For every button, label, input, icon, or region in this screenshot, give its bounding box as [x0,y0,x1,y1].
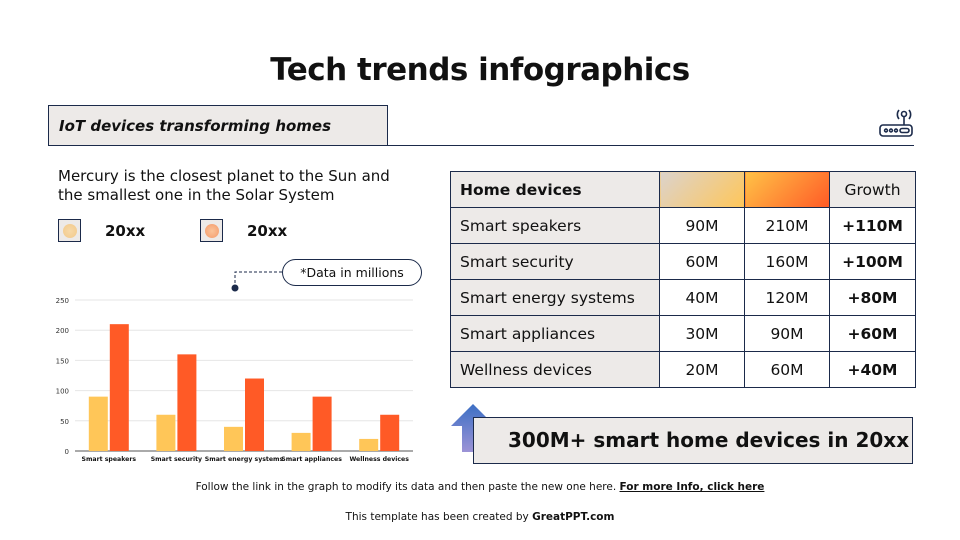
more-info-link[interactable]: For more Info, click here [619,481,765,493]
device-name: Smart energy systems [450,279,660,316]
header-year-1 [659,171,745,208]
value-year-2: 60M [744,351,830,388]
footer-credit: This template has been created by GreatP… [0,511,960,523]
value-year-1: 30M [659,315,745,352]
bar-series-2 [177,354,197,451]
x-tick-label: Smart security [151,456,202,463]
growth-value: +110M [829,207,916,244]
legend-label-1: 20xx [105,222,146,240]
y-tick-label: 200 [56,327,69,335]
description: Mercury is the closest planet to the Sun… [58,167,390,204]
footer-text: Follow the link in the graph to modify i… [195,481,620,493]
table-row: Wellness devices 20M 60M +40M [450,351,916,388]
y-tick-label: 100 [56,388,69,396]
growth-value: +60M [829,315,916,352]
y-tick-label: 250 [56,297,69,305]
callout-box: 300M+ smart home devices in 20xx [473,417,913,464]
circle-icon [204,223,219,238]
table-header-row: Home devices Growth [450,171,916,208]
legend-label-2: 20xx [247,222,288,240]
bar-series-2 [312,396,332,451]
note-connector [231,271,282,292]
growth-value: +100M [829,243,916,280]
footer-instructions: Follow the link in the graph to modify i… [0,481,960,493]
router-icon [879,109,913,137]
y-tick-label: 50 [60,418,69,426]
x-tick-label: Smart appliances [281,456,342,463]
device-name: Smart speakers [450,207,660,244]
header-year-2 [744,171,830,208]
value-year-1: 60M [659,243,745,280]
device-name: Smart security [450,243,660,280]
bar-chart[interactable]: 0 50 100 150 200 250 Smart speakers Smart secur… [40,290,420,470]
value-year-1: 90M [659,207,745,244]
bar-series-2 [109,324,129,451]
legend-swatch-1 [58,219,81,242]
section-subtitle: IoT devices transforming homes [48,105,388,145]
bar-series-1 [291,432,311,451]
table-row: Smart energy systems 40M 120M +80M [450,279,916,316]
header-home-devices: Home devices [450,171,660,208]
growth-value: +40M [829,351,916,388]
bar-series-1 [359,438,379,451]
circle-icon [62,223,77,238]
value-year-2: 210M [744,207,830,244]
x-tick-label: Smart energy systems [205,456,284,463]
x-tick-label: Wellness devices [349,456,409,463]
page-title: Tech trends infographics [270,52,690,88]
credit-text: This template has been created by [345,511,533,523]
bar-series-2 [380,414,400,451]
legend-swatch-2 [200,219,223,242]
credit-brand: GreatPPT.com [532,511,615,523]
bar-series-1 [88,396,108,451]
value-year-1: 40M [659,279,745,316]
value-year-1: 20M [659,351,745,388]
value-year-2: 120M [744,279,830,316]
table-row: Smart appliances 30M 90M +60M [450,315,916,352]
device-name: Smart appliances [450,315,660,352]
header-growth: Growth [829,171,916,208]
table-row: Smart security 60M 160M +100M [450,243,916,280]
divider [48,145,914,146]
x-tick-label: Smart speakers [81,456,136,463]
device-name: Wellness devices [450,351,660,388]
table-row: Smart speakers 90M 210M +110M [450,207,916,244]
value-year-2: 160M [744,243,830,280]
y-tick-label: 0 [65,448,69,456]
value-year-2: 90M [744,315,830,352]
growth-value: +80M [829,279,916,316]
bar-series-2 [245,378,264,451]
devices-table: Home devices Growth Smart speakers 90M 210… [450,171,916,388]
bar-series-1 [224,426,243,451]
data-note: *Data in millions [282,259,422,286]
bar-series-1 [156,414,176,451]
y-tick-label: 150 [56,357,69,365]
